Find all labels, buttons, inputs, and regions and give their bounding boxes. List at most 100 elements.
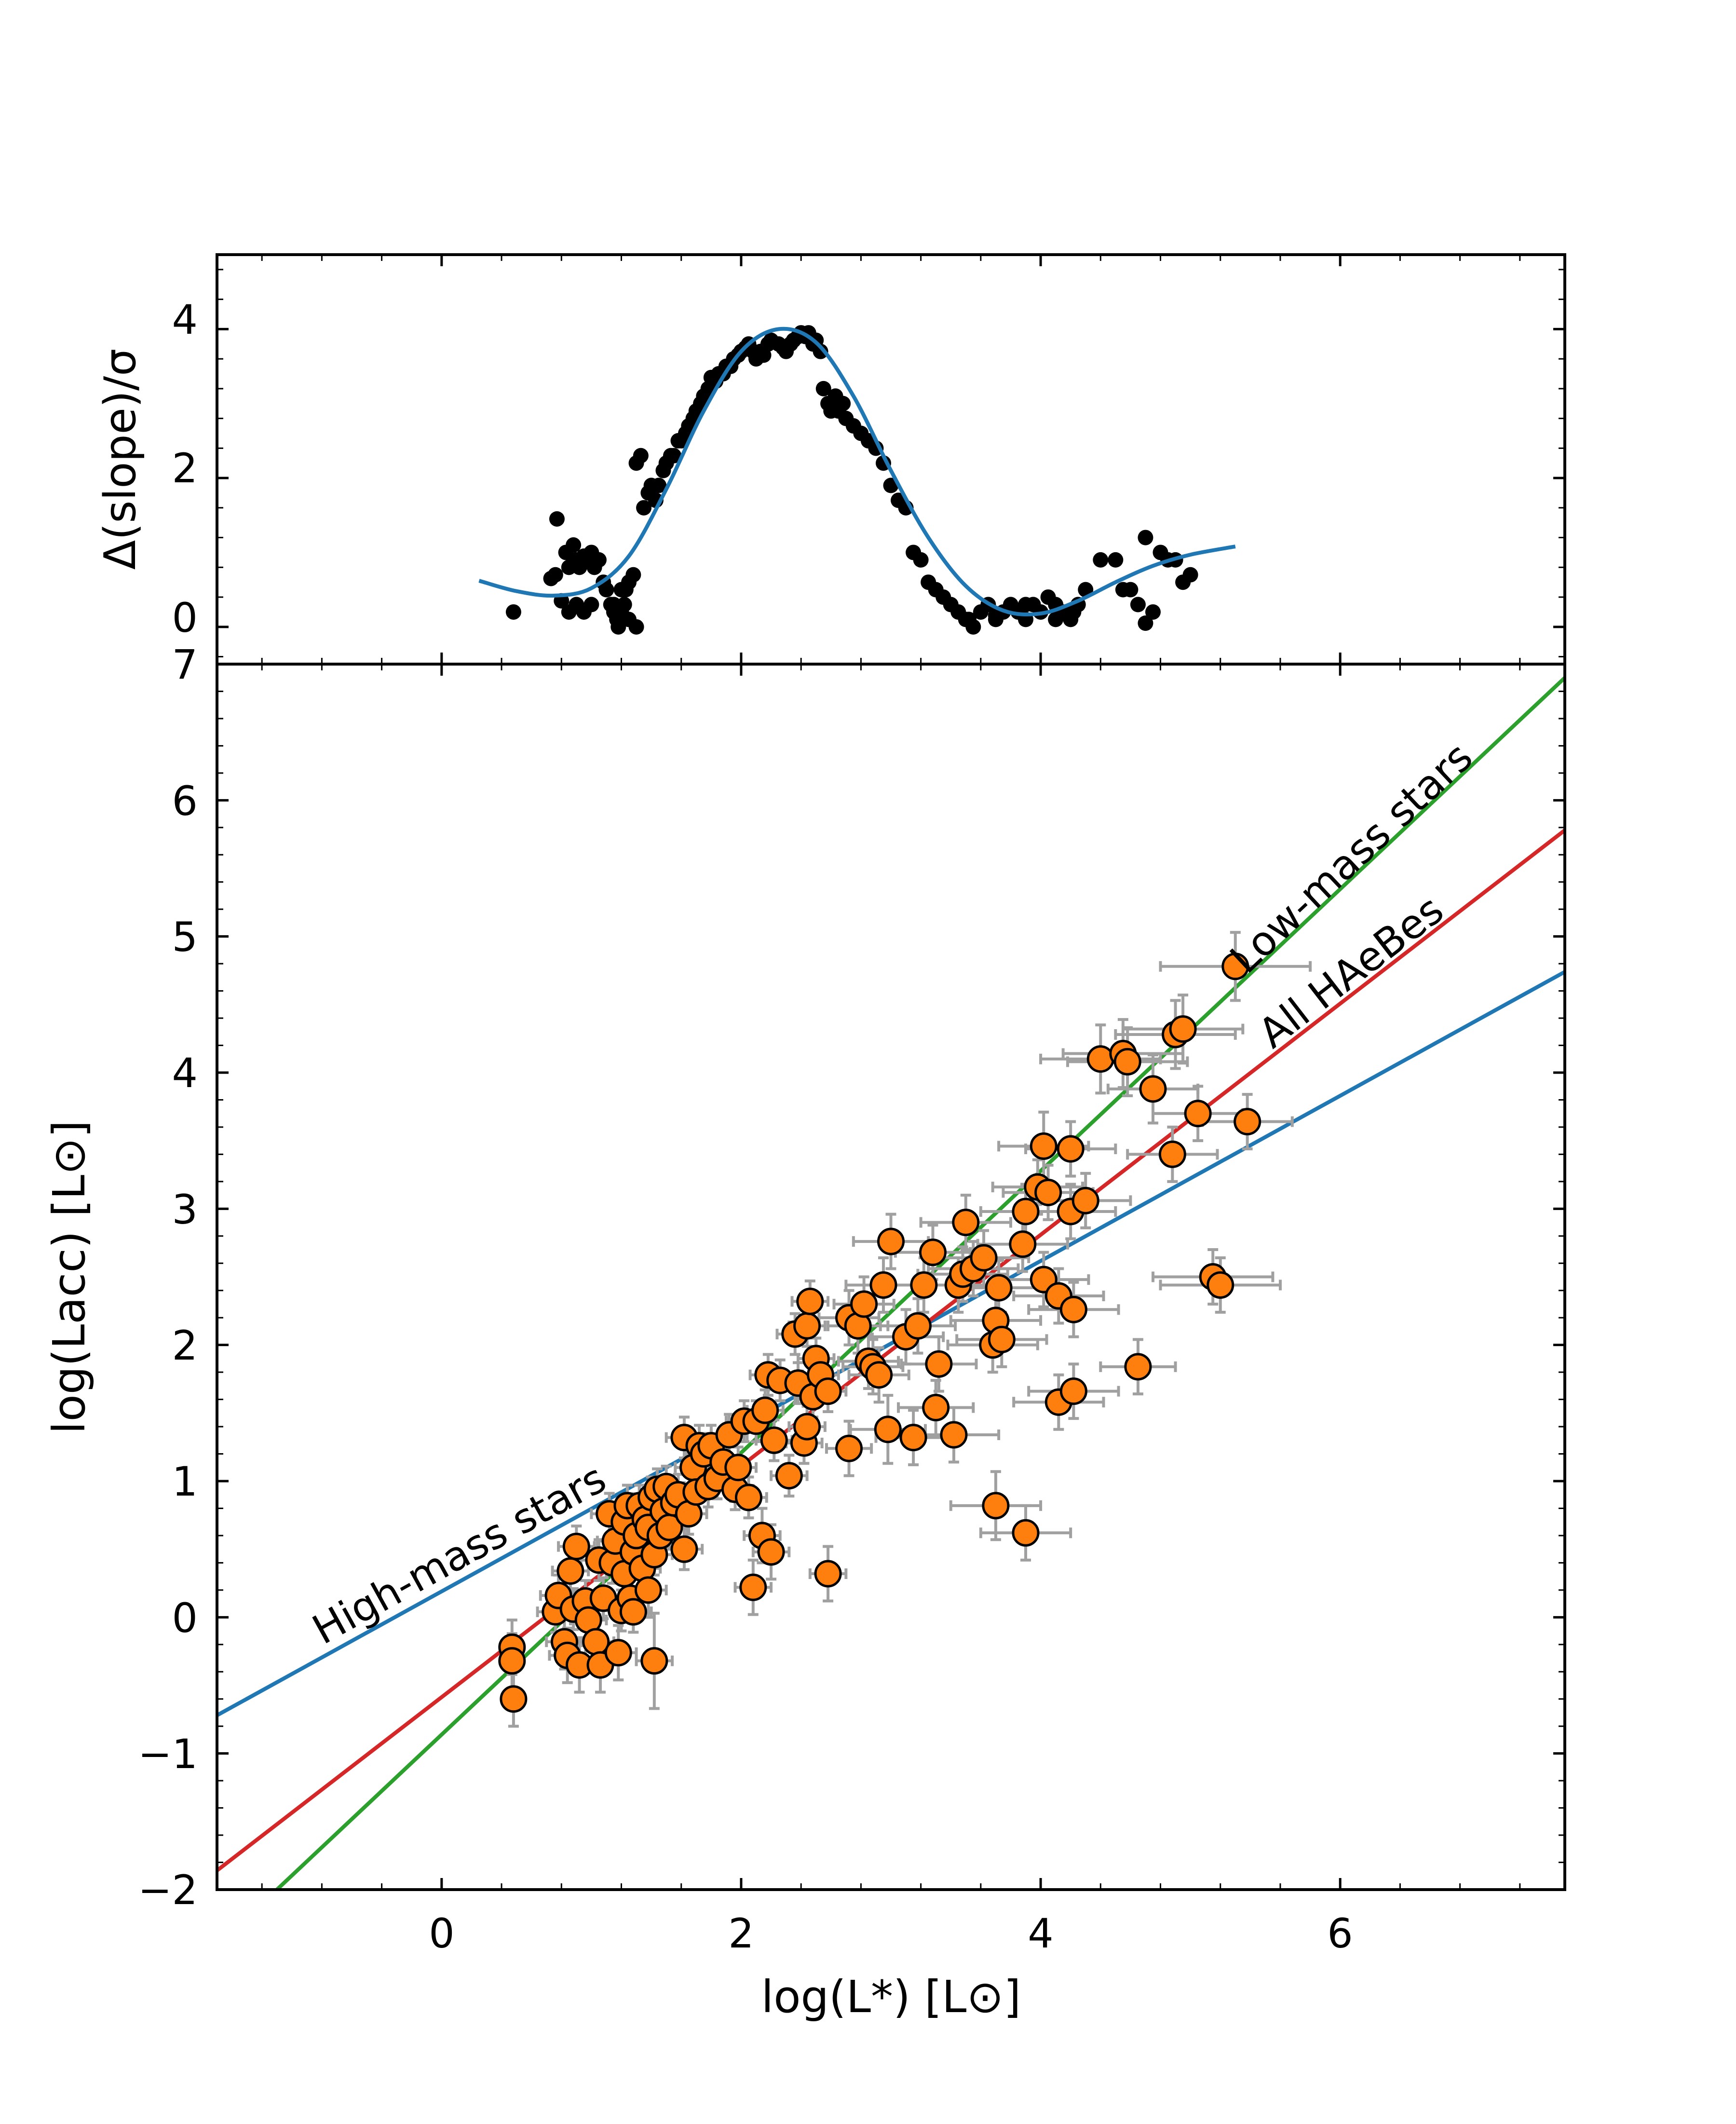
data-point — [1113, 1048, 1141, 1076]
top-scatter-point — [1115, 582, 1131, 598]
data-point — [1059, 1295, 1087, 1323]
xtick-label: 0 — [429, 1910, 454, 1957]
data-point — [640, 1647, 668, 1675]
data-point — [670, 1535, 698, 1563]
bottom-ytick-labels: −2 −1 0 1 2 3 4 5 6 7 — [138, 641, 198, 1914]
data-point — [724, 1454, 752, 1482]
top-scatter-point — [636, 500, 652, 516]
data-point — [988, 1325, 1016, 1353]
top-scatter-point — [549, 511, 565, 527]
top-scatter-point — [1066, 604, 1082, 620]
data-point — [869, 1271, 897, 1299]
y-axis-label: log(Lacc) [L⊙] — [43, 1120, 95, 1434]
data-point — [1057, 1135, 1085, 1163]
top-scatter-point — [835, 395, 851, 411]
all-haebes-fit-line — [217, 829, 1565, 1872]
top-scatter-point — [606, 597, 622, 613]
top-scatter-point — [505, 604, 521, 620]
data-point — [1030, 1132, 1058, 1160]
top-scatter-point — [628, 619, 644, 635]
top-scatter-point — [813, 343, 828, 359]
data-point — [775, 1462, 803, 1490]
bottom-data-points — [498, 953, 1261, 1713]
data-point — [874, 1416, 902, 1443]
top-scatter-point — [913, 552, 929, 568]
top-scatter-point — [988, 608, 1004, 624]
xtick-label: 4 — [1028, 1910, 1053, 1957]
top-ytick-label: 4 — [172, 296, 198, 343]
top-scatter-point — [1138, 615, 1153, 631]
data-point — [562, 1533, 590, 1561]
top-fit-curve — [478, 327, 1236, 617]
data-point — [1221, 953, 1249, 980]
data-point — [970, 1244, 998, 1272]
data-point — [904, 1312, 932, 1340]
data-point — [877, 1227, 905, 1255]
ytick-label: 5 — [172, 913, 198, 961]
top-ytick-labels: 0 2 4 — [172, 296, 198, 641]
data-point — [985, 1274, 1013, 1302]
data-point — [1158, 1140, 1186, 1168]
data-point — [634, 1576, 662, 1604]
high-mass-fit-line — [217, 970, 1565, 1717]
data-point — [751, 1396, 779, 1424]
data-point — [793, 1413, 821, 1441]
top-scatter-point — [547, 567, 563, 583]
ytick-label: 7 — [172, 641, 198, 688]
data-point — [604, 1639, 632, 1667]
top-scatter-point — [633, 448, 649, 463]
ytick-label: 4 — [172, 1049, 198, 1097]
data-point — [1124, 1353, 1152, 1381]
data-point — [498, 1647, 526, 1675]
data-point — [1012, 1519, 1040, 1547]
data-point — [556, 1557, 584, 1585]
top-scatter-point — [1138, 530, 1153, 545]
top-scatter-point — [1145, 604, 1161, 620]
data-point — [739, 1573, 767, 1601]
data-point — [910, 1271, 938, 1299]
data-point — [1169, 1015, 1197, 1043]
data-point — [899, 1424, 927, 1452]
data-point — [814, 1560, 842, 1588]
xtick-label: 2 — [728, 1910, 754, 1957]
ytick-label: 3 — [172, 1186, 198, 1233]
data-point — [1184, 1100, 1212, 1128]
data-point — [757, 1538, 785, 1566]
data-point — [1139, 1075, 1167, 1103]
ytick-label: 0 — [172, 1594, 198, 1642]
ytick-label: 1 — [172, 1458, 198, 1505]
top-ytick-label: 0 — [172, 594, 198, 641]
top-scatter-point — [666, 448, 682, 463]
ytick-label: 2 — [172, 1322, 198, 1369]
top-scatter-point — [1018, 597, 1033, 613]
bottom-xtick-labels: 0 2 4 6 — [429, 1910, 1353, 1957]
top-scatter-point — [583, 597, 599, 613]
top-panel: 0 2 4 Δ(slope)/σ — [95, 253, 1566, 666]
data-point — [1071, 1186, 1099, 1214]
data-point — [619, 1598, 647, 1626]
data-point — [1012, 1198, 1040, 1225]
data-point — [940, 1421, 968, 1449]
top-scatter-points — [505, 325, 1198, 635]
top-scatter-point — [651, 477, 667, 493]
data-point — [793, 1312, 821, 1340]
x-axis-label: log(L*) [L⊙] — [761, 1971, 1021, 2023]
data-point — [1207, 1271, 1234, 1299]
data-point — [1009, 1230, 1037, 1258]
ytick-label: 6 — [172, 777, 198, 825]
top-scatter-point — [1108, 552, 1124, 568]
top-scatter-point — [815, 381, 831, 396]
top-scatter-point — [613, 582, 629, 598]
ytick-label: −2 — [138, 1866, 198, 1914]
top-scatter-point — [1175, 574, 1191, 590]
data-point — [1059, 1377, 1087, 1405]
data-point — [814, 1377, 842, 1405]
top-scatter-point — [961, 612, 976, 627]
top-ylabel: Δ(slope)/σ — [95, 349, 146, 570]
top-scatter-point — [591, 552, 607, 568]
ytick-label: −1 — [138, 1730, 198, 1778]
top-scatter-point — [1093, 552, 1109, 568]
data-point — [952, 1209, 980, 1237]
